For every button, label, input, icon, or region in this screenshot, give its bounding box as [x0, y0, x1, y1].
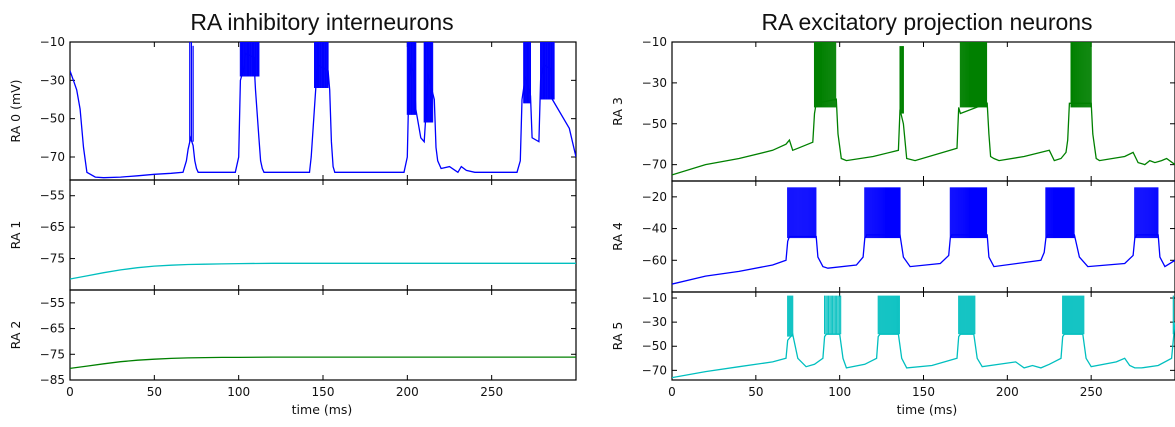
x-tick-label: 150: [912, 385, 935, 399]
chart-excitatory-projection-neurons: RA excitatory projection neurons time (m…: [610, 9, 1175, 417]
y-tick-label: −10: [642, 291, 667, 305]
trace-group: [672, 42, 1175, 176]
chart-title: RA excitatory projection neurons: [761, 9, 1092, 35]
voltage-trace: [70, 356, 576, 370]
y-tick-label: −60: [642, 253, 667, 267]
plot-frame: [69, 289, 577, 381]
y-tick-label: −50: [40, 112, 65, 126]
y-tick-label: −75: [40, 347, 65, 361]
trace-group: [70, 42, 576, 179]
y-axis-label: RA 2: [8, 321, 23, 350]
y-tick-label: −70: [40, 150, 65, 164]
x-axis-label: time (ms): [897, 402, 958, 417]
x-tick-label: 250: [1080, 385, 1103, 399]
panel-1: −10 −30 −50 −70 RA 0 (mV): [8, 35, 577, 181]
y-tick-label: −20: [642, 190, 667, 204]
x-tick-label: 250: [480, 385, 503, 399]
panel-2: −20 −40 −60 RA 4: [610, 180, 1175, 293]
x-tick-label: 50: [147, 385, 162, 399]
trace-group: [672, 295, 1175, 379]
y-axis-label: RA 5: [610, 322, 625, 351]
y-tick-label: −30: [642, 76, 667, 90]
plot-frame: [671, 180, 1175, 293]
trace-group: [672, 187, 1175, 285]
y-tick-label: −50: [642, 339, 667, 353]
trace-group: [70, 262, 576, 280]
panel-1: −10 −30 −50 −70 RA 3: [610, 35, 1175, 182]
y-tick-label: −70: [642, 363, 667, 377]
y-tick-label: −50: [642, 117, 667, 131]
y-axis-label: RA 0 (mV): [8, 79, 23, 142]
y-axis-label: RA 3: [610, 97, 625, 126]
trace-group: [70, 356, 576, 370]
y-tick-label: −55: [40, 296, 65, 310]
x-tick-label: 50: [748, 385, 763, 399]
y-tick-label: −75: [40, 252, 65, 266]
y-tick-label: −65: [40, 220, 65, 234]
y-tick-label: −55: [40, 189, 65, 203]
plot-frame: [69, 179, 577, 291]
voltage-trace: [70, 262, 576, 280]
y-tick-label: −10: [40, 35, 65, 49]
y-tick-label: −10: [642, 35, 667, 49]
voltage-trace: [672, 322, 1175, 379]
y-axis-label: RA 1: [8, 221, 23, 250]
chart-title: RA inhibitory interneurons: [190, 9, 453, 35]
x-tick-label: 0: [66, 385, 74, 399]
y-axis-label: RA 4: [610, 222, 625, 251]
x-tick-label: 100: [227, 385, 250, 399]
x-tick-label: 200: [396, 385, 419, 399]
x-axis-label: time (ms): [292, 402, 353, 417]
y-tick-label: −30: [642, 315, 667, 329]
y-tick-label: −85: [40, 373, 65, 387]
x-tick-label: 100: [828, 385, 851, 399]
y-tick-label: −70: [642, 158, 667, 172]
panel-3: −55 −65 −75 −85 RA 2 0 50 100 150 200 250: [8, 289, 577, 399]
panel-3: −10 −30 −50 −70 RA 5 0 50 100 150 200 250: [610, 291, 1175, 399]
x-tick-label: 200: [996, 385, 1019, 399]
x-tick-label: 0: [668, 385, 676, 399]
y-tick-label: −30: [40, 73, 65, 87]
y-tick-label: −65: [40, 322, 65, 336]
x-tick-label: 150: [312, 385, 335, 399]
y-tick-label: −40: [642, 222, 667, 236]
voltage-trace: [672, 234, 1175, 285]
voltage-trace: [672, 98, 1175, 176]
chart-inhibitory-interneurons: RA inhibitory interneurons time (ms) −10…: [8, 9, 577, 417]
panel-2: −55 −65 −75 RA 1: [8, 179, 577, 291]
